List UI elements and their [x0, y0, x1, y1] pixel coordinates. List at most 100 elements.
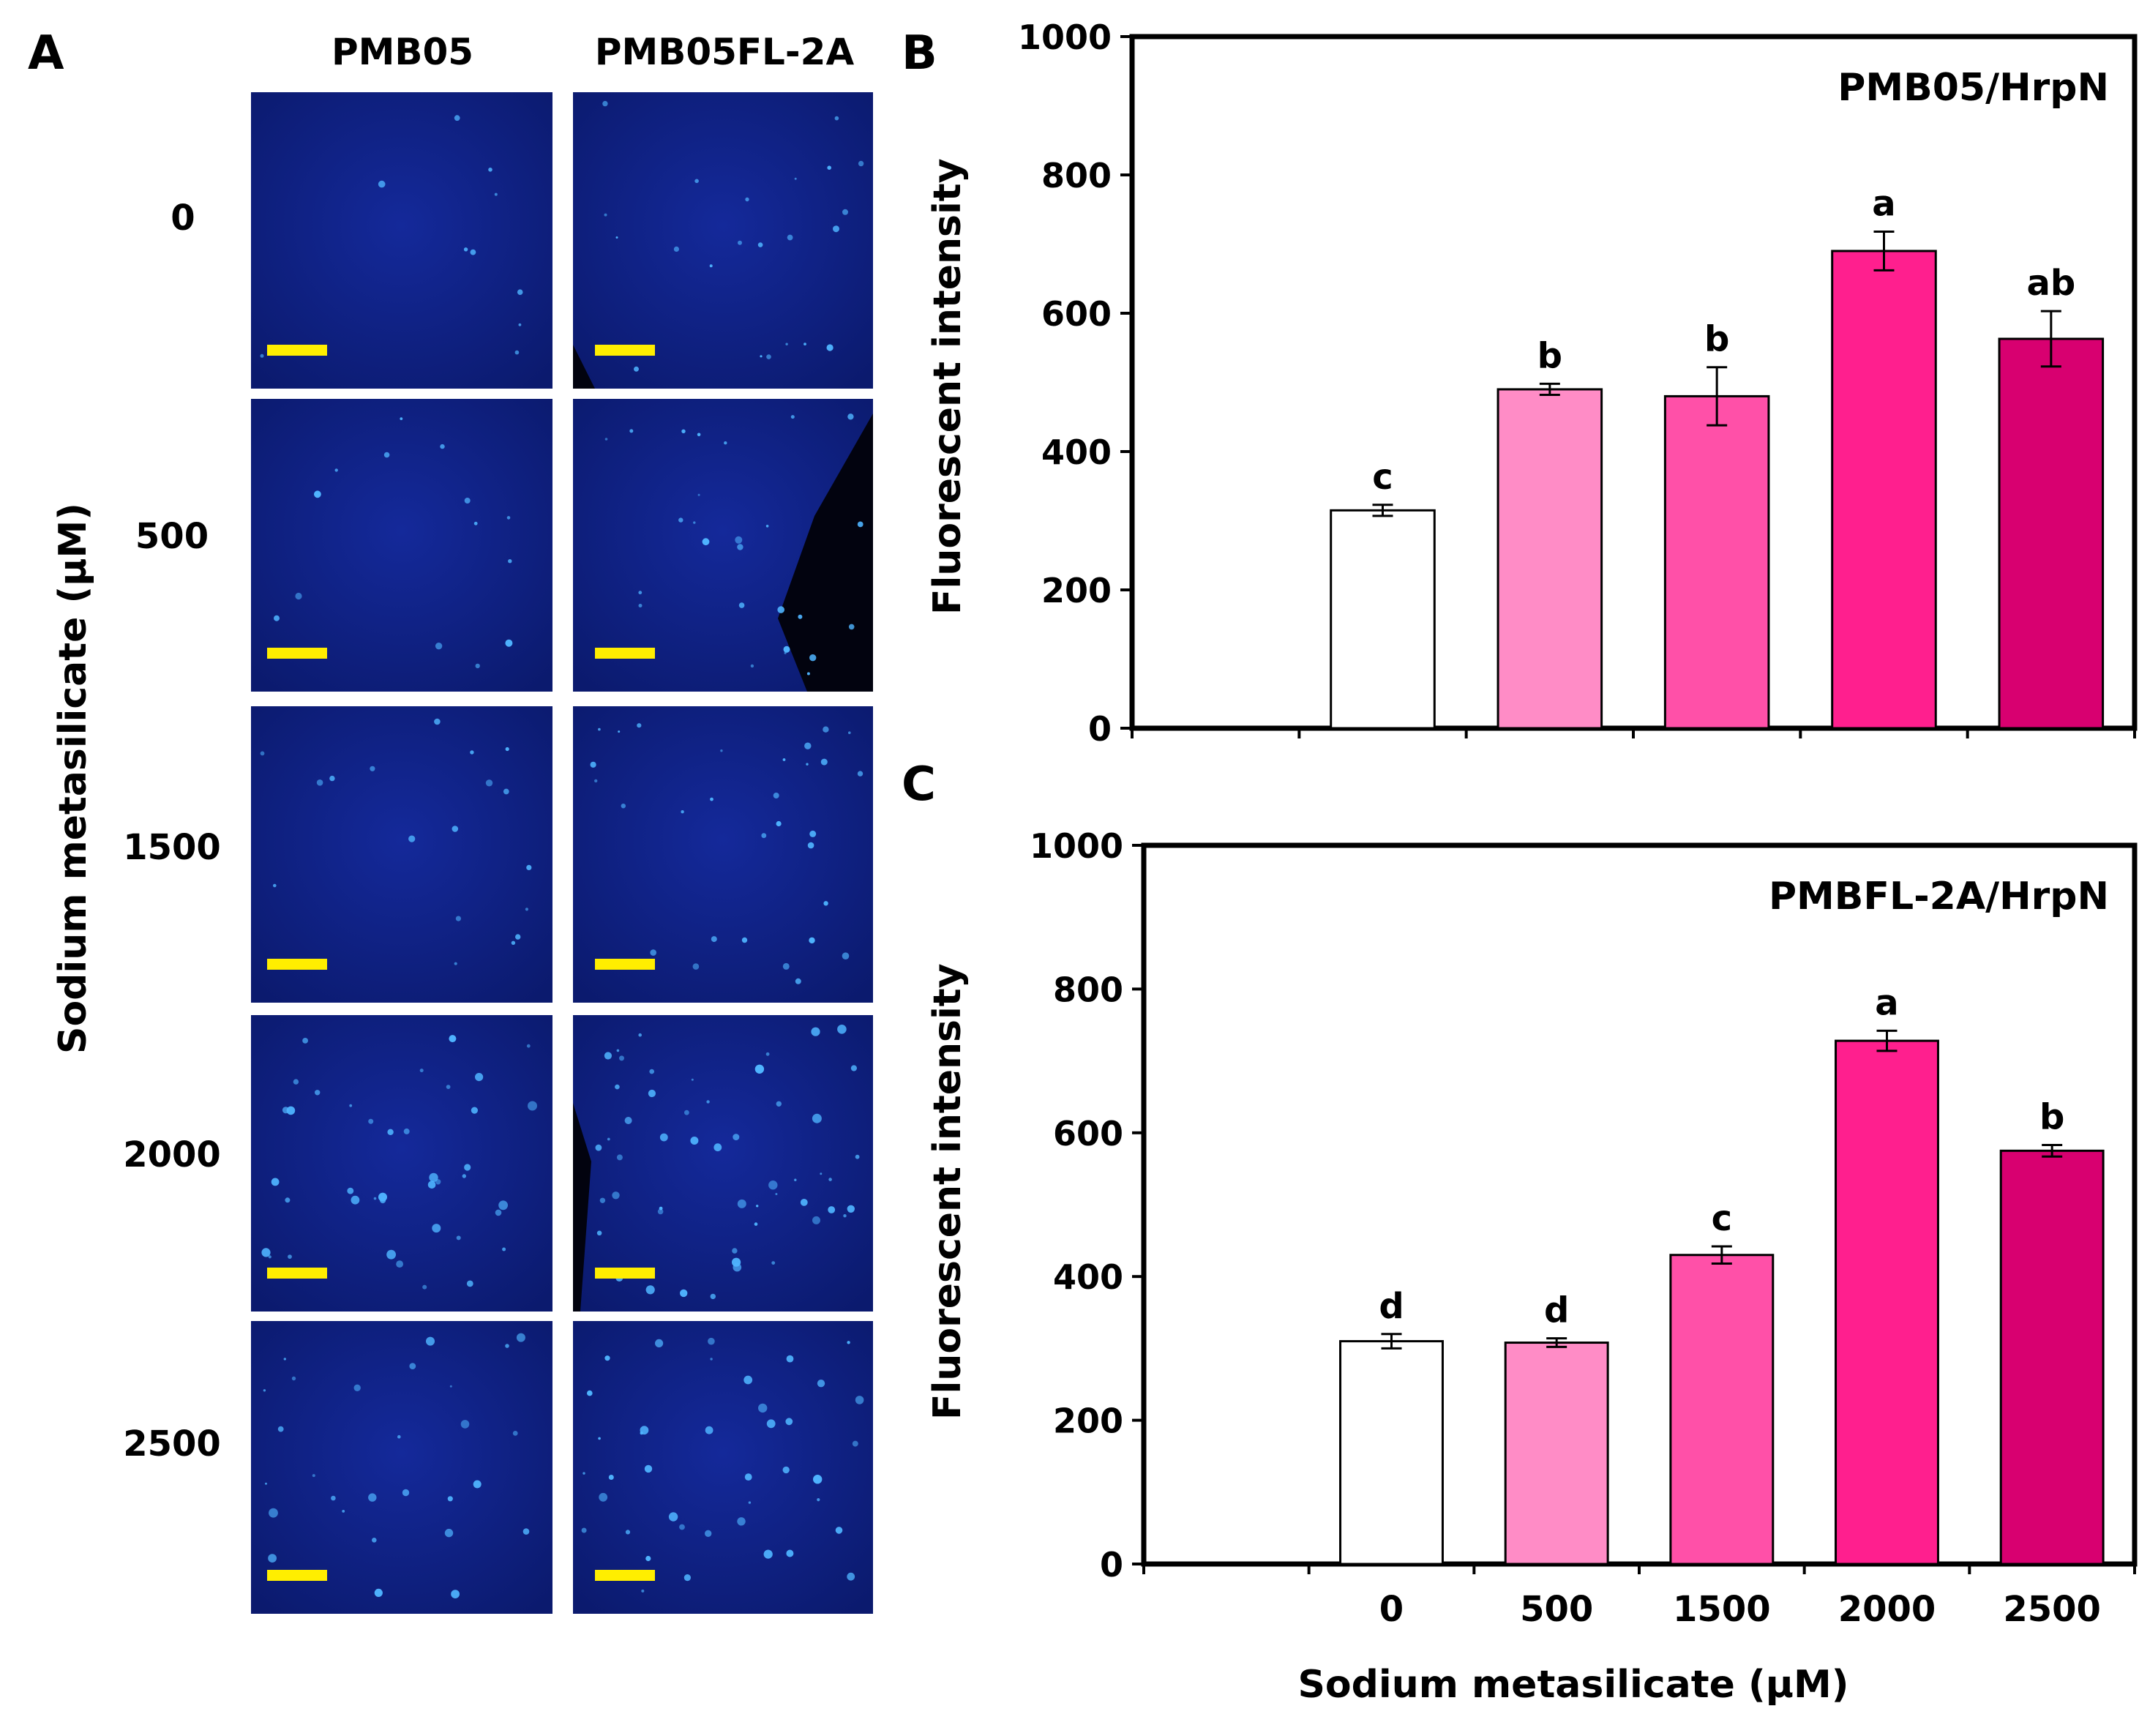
- row-label-2000: 2000: [123, 1134, 221, 1175]
- fluorescent-spot: [444, 1528, 454, 1538]
- fluorescent-spot: [629, 429, 634, 433]
- bar-2000: [1835, 1039, 1939, 1565]
- fluorescent-spot: [710, 1358, 713, 1361]
- x-tick-label: 500: [1520, 1589, 1593, 1630]
- micrograph-background: [573, 1321, 873, 1614]
- fluorescent-spot: [732, 1257, 741, 1267]
- fluorescent-spot: [809, 937, 815, 944]
- scale-bar: [595, 1570, 655, 1581]
- micrograph-background: [251, 92, 552, 389]
- micrograph-background: [573, 1015, 873, 1312]
- bar-1500: [1663, 394, 1770, 730]
- fluorescent-spot: [368, 1493, 377, 1502]
- bar-0: [1339, 1340, 1444, 1565]
- fluorescent-spot: [673, 246, 679, 252]
- bar-0: [1330, 509, 1436, 730]
- fluorescent-spot: [581, 1527, 587, 1533]
- scale-bar: [267, 1570, 327, 1581]
- fluorescent-spot: [773, 793, 779, 798]
- panel-c-letter: C: [902, 757, 936, 812]
- fluorescent-spot: [429, 1172, 438, 1183]
- fluorescent-spot: [408, 835, 416, 842]
- micrograph-background: [573, 706, 873, 1003]
- y-tick-label: 200: [1053, 1402, 1123, 1441]
- significance-letter: a: [1872, 183, 1895, 224]
- fluorescent-spot: [680, 1289, 688, 1298]
- fluorescent-spot: [495, 1209, 502, 1216]
- micrograph-pmb05fl-2a-1500: [573, 706, 873, 1003]
- fluorescent-spot: [754, 1064, 765, 1074]
- panel-b-letter: B: [902, 26, 937, 81]
- fluorescent-spot: [783, 646, 790, 653]
- fluorescent-spot: [515, 934, 521, 940]
- fluorescent-spot: [612, 1191, 620, 1200]
- scale-bar: [595, 648, 655, 659]
- y-tick-label: 200: [1041, 571, 1112, 610]
- fluorescent-spot: [293, 1079, 299, 1085]
- fluorescent-spot: [446, 1085, 451, 1089]
- bar-1500: [1669, 1254, 1775, 1565]
- fluorescent-spot: [705, 1426, 713, 1434]
- fluorescent-spot: [776, 820, 782, 827]
- y-tick-label: 1000: [1018, 18, 1112, 57]
- fluorescent-spot: [505, 1344, 509, 1348]
- fluorescent-spot: [473, 1480, 482, 1489]
- fluorescent-spot: [820, 758, 828, 766]
- y-tick-label: 800: [1041, 156, 1112, 195]
- micrograph-pmb05-2500: [251, 1321, 552, 1614]
- fluorescent-spot: [847, 1205, 855, 1213]
- fluorescent-spot: [657, 1208, 664, 1215]
- fluorescent-spot: [473, 521, 478, 525]
- fluorescent-spot: [460, 1420, 470, 1429]
- fluorescent-spot: [316, 779, 323, 786]
- fluorescent-spot: [619, 1055, 624, 1061]
- fluorescent-spot: [435, 643, 443, 650]
- significance-letter: c: [1712, 1198, 1732, 1239]
- fluorescent-spot: [419, 1069, 424, 1073]
- fluorescent-spot: [782, 962, 790, 970]
- fluorescent-spot: [594, 779, 598, 783]
- fluorescent-spot: [347, 1187, 354, 1194]
- fluorescent-spot: [807, 842, 814, 849]
- fluorescent-spot: [512, 1431, 518, 1436]
- fluorescent-spot: [342, 1510, 345, 1513]
- fluorescent-spot: [277, 1426, 284, 1432]
- fluorescent-spot: [383, 452, 390, 458]
- plot-frame: [1129, 34, 2138, 731]
- y-tick-label: 600: [1041, 294, 1112, 334]
- fluorescent-spot: [449, 1385, 452, 1388]
- fluorescent-spot: [502, 1247, 506, 1252]
- fluorescent-spot: [638, 591, 643, 595]
- fluorescent-spot: [855, 1396, 864, 1404]
- fluorescent-spot: [782, 1466, 790, 1474]
- fluorescent-spot: [732, 1248, 738, 1254]
- row-label-500: 500: [135, 516, 209, 557]
- fluorescent-spot: [452, 826, 459, 832]
- fluorescent-spot: [833, 225, 839, 233]
- fluorescent-spot: [353, 1384, 361, 1391]
- fluorescent-spot: [503, 788, 509, 795]
- micrograph-pmb05fl-2a-2500: [573, 1321, 873, 1614]
- fluorescent-spot: [329, 775, 335, 782]
- fluorescent-spot: [312, 1474, 315, 1478]
- fluorescent-spot: [659, 1133, 668, 1142]
- micrograph-pmb05-500: [251, 399, 552, 692]
- micrograph-background: [251, 1321, 552, 1614]
- fluorescent-spot: [602, 100, 608, 107]
- fluorescent-spot: [618, 730, 621, 733]
- fluorescent-spot: [809, 830, 817, 837]
- fluorescent-spot: [582, 1472, 585, 1475]
- fluorescent-spot: [596, 1230, 602, 1236]
- fluorescent-spot: [624, 1117, 632, 1124]
- fluorescent-spot: [855, 1154, 860, 1159]
- scale-bar: [595, 1268, 655, 1279]
- fluorescent-spot: [835, 1527, 843, 1534]
- column-label-pmb05fl-2a: PMB05FL-2A: [594, 31, 855, 73]
- fluorescent-spot: [349, 1104, 353, 1107]
- fluorescent-spot: [650, 949, 656, 956]
- fluorescent-spot: [681, 429, 686, 433]
- fluorescent-spot: [370, 766, 375, 771]
- fluorescent-spot: [506, 516, 511, 520]
- bar-2500: [1998, 337, 2105, 730]
- chart-c-ylabel: Fluorescent intensity: [926, 963, 970, 1420]
